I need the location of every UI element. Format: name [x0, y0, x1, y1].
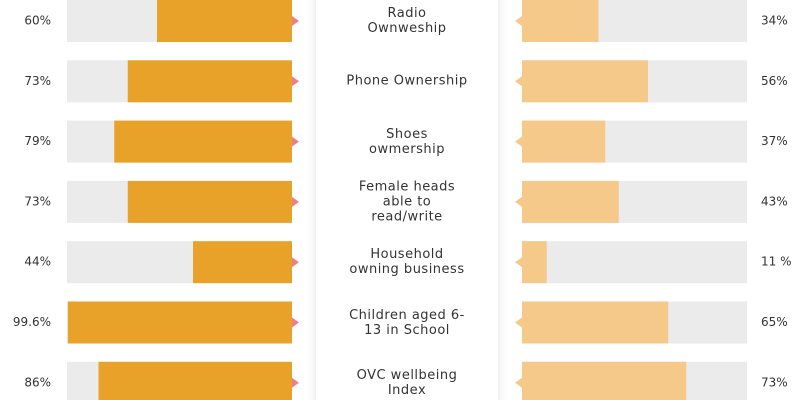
category-label: Female heads able to read/write: [358, 179, 456, 225]
pointer: [515, 317, 522, 328]
pointer: [515, 257, 522, 268]
right-bar: [522, 301, 669, 344]
right-value-label: 56%: [761, 74, 788, 88]
right-bar: [522, 361, 687, 400]
right-value-label: 43%: [761, 194, 788, 208]
left-value-label: 73%: [24, 74, 51, 88]
pointer: [292, 136, 299, 147]
left-bar: [114, 120, 292, 163]
left-bar: [157, 0, 292, 42]
pointer: [515, 16, 522, 26]
right-value-label: 11 %: [761, 255, 792, 269]
right-value-label: 34%: [761, 14, 788, 28]
category-label: Shoes owmership: [369, 126, 445, 157]
category-label: Radio Ownweship: [367, 6, 447, 36]
right-bar: [522, 0, 599, 42]
pointer: [292, 76, 299, 87]
pointer: [292, 196, 299, 207]
left-value-label: 60%: [24, 14, 51, 28]
left-value-label: 73%: [24, 194, 51, 208]
left-value-label: 99.6%: [13, 315, 51, 329]
right-bar: [522, 120, 606, 163]
right-value-label: 37%: [761, 134, 788, 148]
category-label: Children aged 6-13 in School: [349, 307, 465, 338]
pointer: [292, 16, 299, 26]
right-bar: [522, 241, 547, 284]
left-value-label: 44%: [24, 255, 51, 269]
left-bar: [67, 301, 293, 344]
category-label: Household owning business: [349, 247, 465, 278]
right-value-label: 73%: [761, 375, 788, 389]
left-bar: [127, 60, 292, 103]
left-value-label: 79%: [24, 134, 51, 148]
category-label: Phone Ownership: [346, 73, 468, 89]
pointer: [292, 257, 299, 268]
category-label: OVC wellbeing Index: [356, 367, 458, 398]
track: [522, 241, 747, 284]
center-panel: [316, 0, 498, 400]
pointer: [292, 377, 299, 388]
pointer: [515, 76, 522, 87]
right-value-label: 65%: [761, 315, 788, 329]
left-bar: [193, 241, 292, 284]
pointer: [515, 196, 522, 207]
left-value-label: 86%: [24, 375, 51, 389]
right-bar: [522, 180, 619, 223]
pointer: [292, 317, 299, 328]
left-bar: [98, 361, 292, 400]
left-bar: [127, 180, 292, 223]
right-bar: [522, 60, 648, 103]
pointer: [515, 136, 522, 147]
pointer: [515, 377, 522, 388]
